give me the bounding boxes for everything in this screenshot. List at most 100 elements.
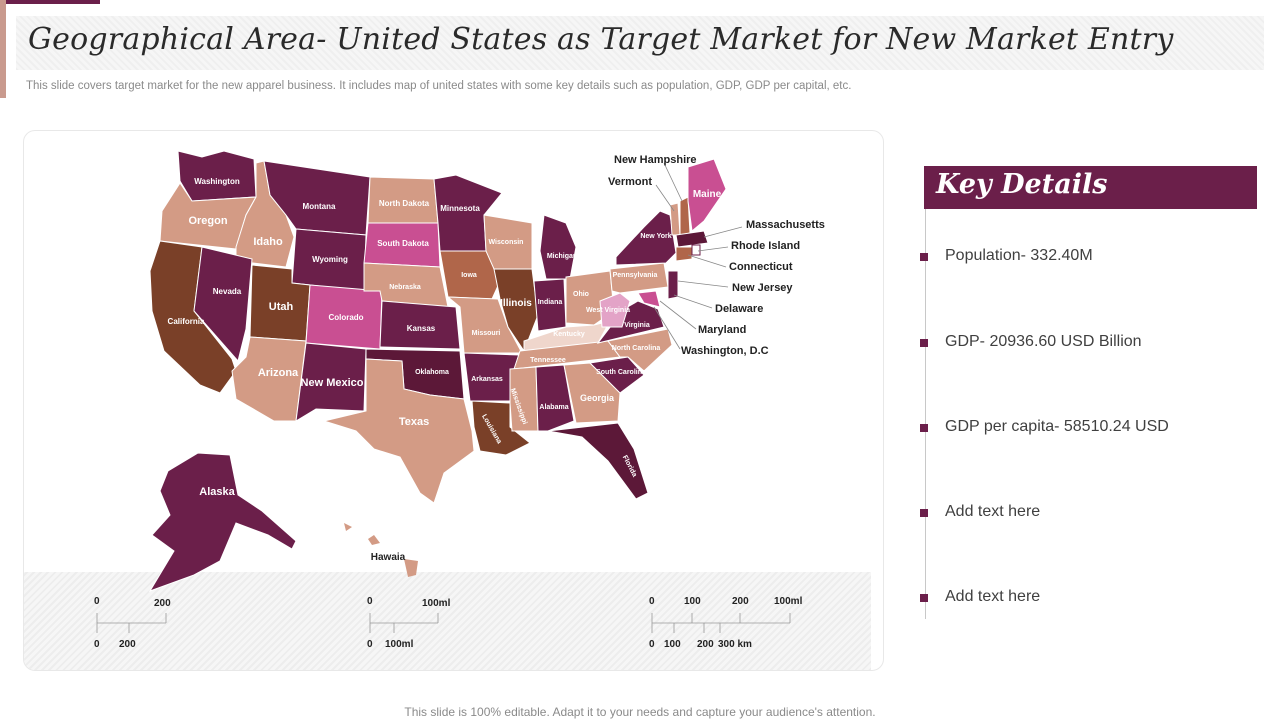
scale2-bottom-1: 100ml xyxy=(385,639,414,650)
scale3-top-1: 100 xyxy=(684,596,701,607)
state-new-mexico[interactable] xyxy=(295,342,367,422)
callout-connecticut: Connecticut xyxy=(729,261,793,273)
label-new-york: New York xyxy=(640,233,671,240)
label-michigan: Michigan xyxy=(547,253,577,260)
label-nevada: Nevada xyxy=(213,287,242,296)
state-maine[interactable] xyxy=(687,158,727,232)
key-details-timeline xyxy=(925,209,926,619)
label-virginia: Virginia xyxy=(624,322,650,329)
state-rhode-island[interactable] xyxy=(691,244,701,256)
scale3-bottom-0: 0 xyxy=(649,639,655,650)
state-mississippi[interactable] xyxy=(509,366,539,432)
scale3-bottom-1: 100 xyxy=(664,639,681,650)
state-alaska[interactable] xyxy=(148,452,297,592)
key-detail-text: GDP- 20936.60 USD Billion xyxy=(945,333,1142,350)
state-arizona[interactable] xyxy=(231,336,307,422)
key-detail-text: Add text here xyxy=(945,503,1041,520)
state-iowa[interactable] xyxy=(439,250,503,300)
state-maryland[interactable] xyxy=(637,290,661,308)
callout-vermont: Vermont xyxy=(608,176,652,188)
us-map: Washington Oregon California Idaho Nevad… xyxy=(94,150,825,650)
key-details-header: Key Details xyxy=(924,166,1257,209)
key-detail-text: GDP per capita- 58510.24 USD xyxy=(945,418,1169,435)
state-west-virginia[interactable] xyxy=(599,292,631,328)
label-kentucky: Kentucky xyxy=(553,331,585,338)
label-wisconsin: Wisconsin xyxy=(489,239,524,246)
label-montana: Montana xyxy=(303,202,336,211)
scale3-top-0: 0 xyxy=(649,596,655,607)
label-georgia: Georgia xyxy=(580,393,615,403)
callout-delaware: Delaware xyxy=(715,303,763,315)
page-subtitle: This slide covers target market for the … xyxy=(26,80,852,92)
label-ohio: Ohio xyxy=(573,291,589,298)
state-kansas[interactable] xyxy=(379,300,461,350)
callout-rhode-island: Rhode Island xyxy=(731,240,800,252)
state-florida[interactable] xyxy=(547,422,649,500)
state-washington[interactable] xyxy=(177,150,257,202)
label-washington: Washington xyxy=(194,177,240,186)
bullet-icon xyxy=(920,594,928,602)
bullet-icon xyxy=(920,339,928,347)
scale1-bottom-0: 0 xyxy=(94,639,100,650)
footer-note: This slide is 100% editable. Adapt it to… xyxy=(404,705,876,719)
scale1-top-1: 200 xyxy=(154,598,171,609)
label-iowa: Iowa xyxy=(461,272,477,279)
label-south-dakota: South Dakota xyxy=(377,239,429,248)
label-minnesota: Minnesota xyxy=(440,204,480,213)
state-labels: Washington Oregon California Idaho Nevad… xyxy=(168,177,722,563)
callout-maryland: Maryland xyxy=(698,324,746,336)
label-indiana: Indiana xyxy=(538,299,563,306)
label-kansas: Kansas xyxy=(407,324,436,333)
page-title: Geographical Area- United States as Targ… xyxy=(28,22,1174,57)
label-maine: Maine xyxy=(693,189,722,200)
left-accent-bar xyxy=(0,0,6,98)
state-massachusetts[interactable] xyxy=(675,230,709,248)
scale-band xyxy=(24,572,871,670)
scale3-top-3: 100ml xyxy=(774,596,803,607)
map-card: Washington Oregon California Idaho Nevad… xyxy=(23,130,884,671)
scale2-top-0: 0 xyxy=(367,596,373,607)
label-idaho: Idaho xyxy=(253,236,283,248)
label-utah: Utah xyxy=(269,301,294,313)
label-wyoming: Wyoming xyxy=(312,255,348,264)
state-nevada[interactable] xyxy=(193,246,253,363)
state-pennsylvania[interactable] xyxy=(609,262,669,294)
state-new-jersey[interactable] xyxy=(667,270,679,300)
callout-labels: New Hampshire Vermont Massachusetts Rhod… xyxy=(608,154,825,357)
state-south-carolina[interactable] xyxy=(588,356,645,394)
label-alaska: Alaska xyxy=(199,486,235,498)
scale-bar-1: 0 200 0 200 xyxy=(94,596,171,650)
callout-new-jersey: New Jersey xyxy=(732,282,793,294)
bullet-icon xyxy=(920,509,928,517)
label-west-virginia: West Virginia xyxy=(586,307,630,314)
state-alabama[interactable] xyxy=(535,364,575,432)
label-nebraska: Nebraska xyxy=(389,284,421,291)
bullet-icon xyxy=(920,424,928,432)
label-alabama: Alabama xyxy=(539,404,568,411)
key-details-title: Key Details xyxy=(936,169,1108,200)
label-missouri: Missouri xyxy=(472,330,501,337)
label-oregon: Oregon xyxy=(188,215,227,227)
label-north-dakota: North Dakota xyxy=(379,199,430,208)
label-texas: Texas xyxy=(399,416,429,428)
state-hawaii[interactable] xyxy=(344,523,418,577)
label-california: California xyxy=(168,317,205,326)
title-band xyxy=(16,16,1264,70)
state-texas[interactable] xyxy=(322,358,475,504)
top-accent-bar xyxy=(0,0,100,4)
state-connecticut[interactable] xyxy=(675,246,693,262)
label-south-carolina: South Carolina xyxy=(596,369,646,376)
label-pennsylvania: Pennsylvania xyxy=(613,272,658,279)
state-georgia[interactable] xyxy=(563,362,621,424)
bullet-icon xyxy=(920,253,928,261)
callout-washington-dc: Washington, D.C xyxy=(681,345,769,357)
state-michigan[interactable] xyxy=(539,214,577,280)
label-new-mexico: New Mexico xyxy=(301,377,364,389)
label-north-carolina: North Carolina xyxy=(612,345,661,352)
label-oklahoma: Oklahoma xyxy=(415,369,449,376)
scale3-bottom-2: 200 xyxy=(697,639,714,650)
scale2-top-1: 100ml xyxy=(422,598,451,609)
scale1-bottom-1: 200 xyxy=(119,639,136,650)
label-hawaii: Hawaia xyxy=(371,552,406,563)
scale2-bottom-0: 0 xyxy=(367,639,373,650)
